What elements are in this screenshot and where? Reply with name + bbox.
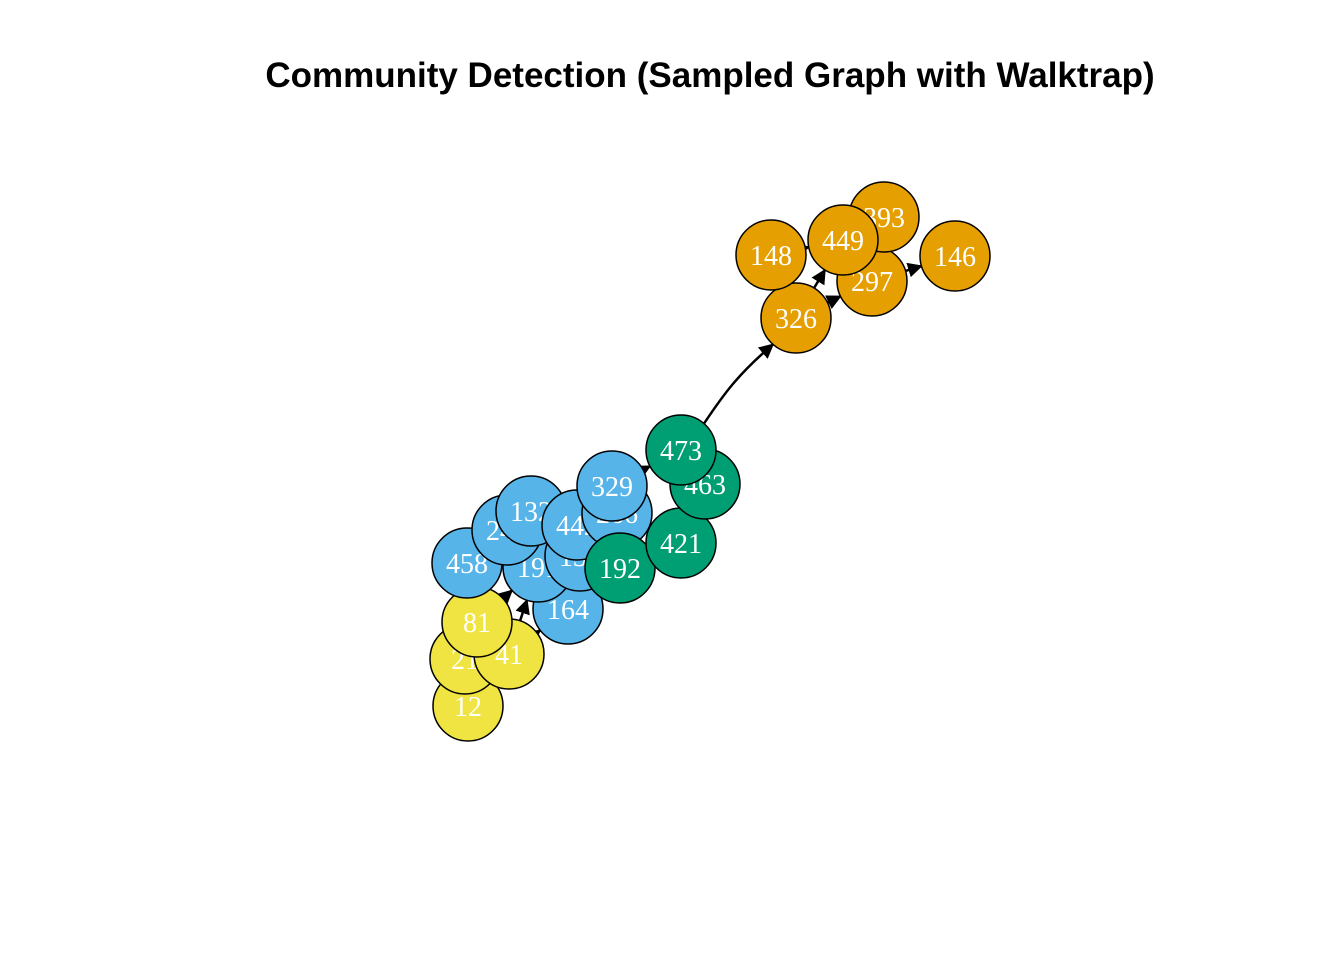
node-label-449: 449: [822, 226, 864, 257]
node-81: 81: [441, 586, 513, 658]
node-326: 326: [760, 282, 832, 354]
node-label-164: 164: [547, 595, 589, 626]
edge-329-473: [634, 465, 652, 480]
edge-297-146: [905, 262, 923, 278]
edge-81-191: [496, 589, 514, 606]
nodes-layer: 1221418116445819124313213544226632919242…: [429, 181, 991, 742]
node-421: 421: [645, 507, 717, 579]
edge-41-191: [515, 598, 530, 622]
node-146: 146: [919, 220, 991, 292]
node-circle-148: [735, 219, 807, 291]
node-label-473: 473: [660, 436, 702, 467]
node-148: 148: [735, 219, 807, 291]
edge-326-297: [825, 295, 842, 309]
node-circle-329: [576, 450, 648, 522]
node-label-326: 326: [775, 304, 817, 335]
node-label-148: 148: [750, 241, 792, 272]
node-label-81: 81: [463, 608, 491, 639]
node-circle-146: [919, 220, 991, 292]
node-473: 473: [645, 414, 717, 486]
edge-473-326: [702, 343, 775, 425]
node-circle-449: [807, 204, 879, 276]
node-circle-326: [760, 282, 832, 354]
node-circle-192: [584, 532, 656, 604]
node-label-421: 421: [660, 529, 702, 560]
chart-title: Community Detection (Sampled Graph with …: [265, 56, 1155, 95]
node-label-12: 12: [454, 692, 482, 723]
node-label-329: 329: [591, 472, 633, 503]
node-192: 192: [584, 532, 656, 604]
node-329: 329: [576, 450, 648, 522]
edge-326-449: [811, 268, 827, 289]
node-label-146: 146: [934, 242, 976, 273]
node-circle-473: [645, 414, 717, 486]
node-label-192: 192: [599, 554, 641, 585]
node-449: 449: [807, 204, 879, 276]
